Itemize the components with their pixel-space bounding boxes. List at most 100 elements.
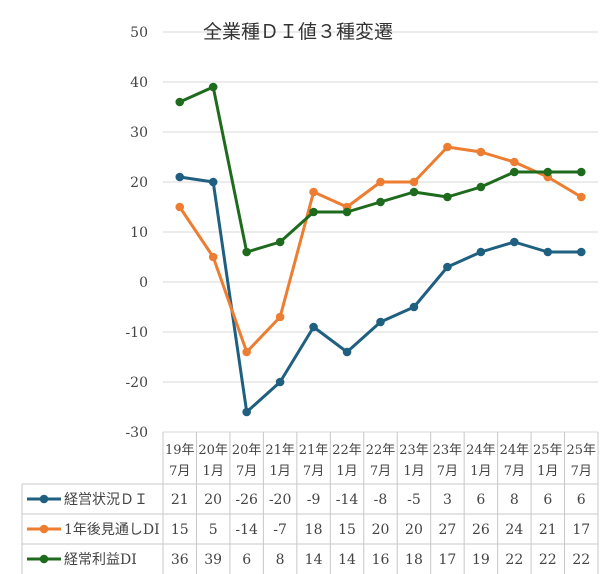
data-point [476,247,486,257]
x-tick-label: 7月 [169,464,190,479]
x-tick-label: 1月 [269,464,290,479]
data-point [409,187,419,197]
legend-label: 経常利益DI [64,552,137,568]
data-point [576,167,586,177]
data-point [543,247,553,257]
data-point [275,377,285,387]
y-tick-label: -10 [125,325,148,341]
table-value: 14 [338,552,356,568]
table-value: 15 [338,522,356,538]
y-tick-label: 0 [139,275,148,291]
table-value: 19 [472,552,490,568]
data-point [376,317,385,327]
x-tick-label: 22年 [366,443,396,458]
table-value: 22 [539,552,557,568]
data-point [208,252,218,262]
table-value: 22 [572,552,590,568]
table-value: 18 [405,552,423,568]
data-point [543,167,553,177]
data-table: 19年 7月 20年 1月 20年 7月 21年 1月 21年 7月 22年 1月 22年 7月 23年 1月… [21,432,599,574]
data-point [409,302,419,312]
table-value: 6 [242,552,251,568]
x-tick-label: 24年 [466,443,496,458]
data-point [309,322,318,332]
y-tick-label: -30 [125,425,148,441]
table-value: -20 [269,492,292,508]
x-tick-label: 7月 [504,464,525,479]
x-tick-label: 25年 [533,443,563,458]
x-tick-label: 23年 [433,443,463,458]
data-point [510,237,519,247]
x-tick-label: 7月 [370,464,391,479]
legend-marker [39,494,49,504]
table-value: -7 [273,522,287,538]
y-tick-label: 30 [130,125,148,141]
table-value: -8 [374,492,388,508]
table-value: -5 [407,492,421,508]
x-tick-label: 25年 [566,443,596,458]
x-tick-label: 1月 [203,464,224,479]
x-tick-label: 1月 [470,464,491,479]
table-value: 24 [505,522,523,538]
x-tick-label: 1月 [336,464,357,479]
x-tick-label: 24年 [500,443,530,458]
x-tick-label: 7月 [571,464,592,479]
table-value: 6 [476,492,485,508]
x-tick-label: 22年 [332,443,362,458]
data-point [208,82,218,92]
legend-marker [39,524,49,534]
data-point [275,312,285,322]
table-value: 8 [510,492,519,508]
chart-title: 全業種ＤＩ値３種変遷 [203,21,393,43]
table-value: 6 [543,492,552,508]
x-tick-label: 21年 [299,443,329,458]
x-tick-label: 20年 [198,443,228,458]
y-tick-label: 40 [130,75,148,91]
data-point [175,97,185,107]
data-point [275,237,285,247]
table-value: 8 [276,552,285,568]
x-tick-label: 20年 [232,443,262,458]
x-tick-label: 1月 [403,464,424,479]
data-point [443,192,452,202]
table-value: 21 [539,522,557,538]
data-point [309,187,318,197]
data-point [376,197,385,207]
data-point [175,172,185,182]
table-value: 20 [405,522,423,538]
table-value: 26 [472,522,490,538]
table-value: 27 [439,522,457,538]
table-value: -14 [235,522,258,538]
data-point [242,407,251,417]
legend-label: 1年後見通しDI [64,522,160,538]
data-point [510,167,519,177]
data-point [510,157,519,167]
table-value: 3 [443,492,452,508]
y-tick-label: 10 [130,225,148,241]
x-tick-label: 21年 [265,443,295,458]
x-tick-label: 19年 [165,443,195,458]
grid: 50 40 30 20 10 0 -10 -20 -30 [125,25,598,441]
data-point [443,142,452,152]
data-point [208,177,218,187]
legend-marker [39,554,49,564]
table-value: 18 [305,522,323,538]
y-tick-label: 50 [130,25,148,41]
table-value: 20 [372,522,390,538]
data-point [309,207,318,217]
table-value: 39 [204,552,222,568]
table-value: 20 [204,492,222,508]
data-point [376,177,385,187]
table-value: 36 [171,552,189,568]
table-value: -14 [336,492,359,508]
y-tick-label: -20 [125,375,148,391]
table-value: 17 [439,552,457,568]
table-value: -9 [307,492,321,508]
table-value: 21 [171,492,189,508]
data-point [409,177,419,187]
data-point [443,262,452,272]
data-point [342,347,352,357]
